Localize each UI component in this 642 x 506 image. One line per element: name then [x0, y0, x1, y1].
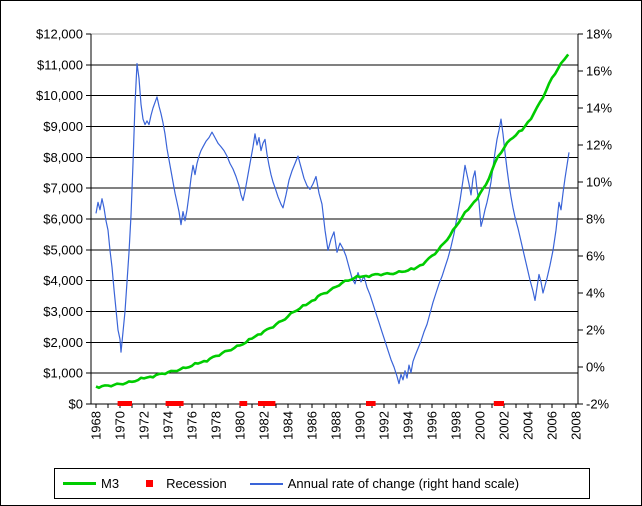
left-axis-tick-label: $5,000: [43, 242, 83, 257]
legend-label-rate: Annual rate of change (right hand scale): [287, 476, 520, 491]
right-axis-tick-label: 18%: [586, 27, 612, 42]
right-axis-tick-label: 2%: [586, 323, 605, 338]
x-axis-tick-label: 2006: [545, 411, 560, 440]
right-axis-tick-label: 12%: [586, 138, 612, 153]
x-axis-tick-label: 2000: [473, 411, 488, 440]
right-axis-tick-label: 6%: [586, 249, 605, 264]
right-axis-tick-label: 14%: [586, 101, 612, 116]
x-axis-tick-label: 1996: [425, 411, 440, 440]
x-axis-tick-label: 1986: [305, 411, 320, 440]
left-axis-tick-label: $4,000: [43, 273, 83, 288]
right-axis-tick-label: 4%: [586, 286, 605, 301]
x-axis-tick-label: 1982: [257, 411, 272, 440]
x-axis-tick-label: 1968: [89, 411, 104, 440]
m3-line-series: [95, 53, 570, 390]
right-axis-tick-label: -2%: [586, 397, 610, 412]
rate-line-series: [95, 62, 570, 385]
left-axis-tick-label: $3,000: [43, 304, 83, 319]
recession-marker-swatch: [146, 480, 154, 487]
rate-line-swatch: [249, 482, 283, 485]
left-axis-tick-label: $12,000: [36, 27, 83, 42]
right-axis-tick-label: 16%: [586, 64, 612, 79]
left-axis-tick-label: $11,000: [37, 57, 83, 72]
m3-line-swatch: [63, 482, 96, 485]
x-axis-tick-label: 2008: [569, 411, 584, 440]
x-axis-tick-label: 2004: [521, 411, 536, 440]
left-axis-tick-label: $0: [69, 397, 83, 412]
x-axis-tick-label: 1974: [161, 411, 176, 440]
right-axis-tick-label: 10%: [586, 175, 612, 190]
left-axis-tick-label: $2,000: [43, 335, 83, 350]
x-axis-tick-label: 1990: [353, 411, 368, 440]
left-axis-tick-label: $6,000: [43, 212, 83, 227]
x-axis-tick-label: 1978: [209, 411, 224, 440]
legend-item-recession: Recession: [146, 476, 227, 491]
left-axis-tick-label: $8,000: [43, 150, 83, 165]
legend-item-m3: M3: [63, 476, 119, 491]
legend-label-m3: M3: [101, 476, 120, 491]
x-axis-tick-label: 1988: [329, 411, 344, 440]
legend-item-rate: Annual rate of change (right hand scale): [249, 476, 520, 491]
left-axis-tick-label: $7,000: [43, 181, 83, 196]
x-axis-tick-label: 1998: [449, 411, 464, 440]
x-axis-tick-label: 1972: [137, 411, 152, 440]
x-axis-tick-label: 1980: [233, 411, 248, 440]
x-axis-tick-label: 1984: [281, 411, 296, 440]
x-axis-tick-label: 1970: [113, 411, 128, 440]
x-axis-tick-label: 2002: [497, 411, 512, 440]
x-axis-tick-label: 1992: [377, 411, 392, 440]
left-axis-tick-label: $9,000: [43, 119, 83, 134]
right-axis-tick-label: 0%: [586, 360, 605, 375]
right-axis-tick-label: 8%: [586, 212, 605, 227]
left-axis-tick-label: $1,000: [43, 366, 83, 381]
x-axis-tick-label: 1994: [401, 411, 416, 440]
left-axis-tick-label: $10,000: [36, 88, 83, 103]
legend: M3 Recession Annual rate of change (righ…: [54, 468, 590, 499]
x-axis-tick-label: 1976: [185, 411, 200, 440]
legend-label-recession: Recession: [166, 476, 227, 491]
